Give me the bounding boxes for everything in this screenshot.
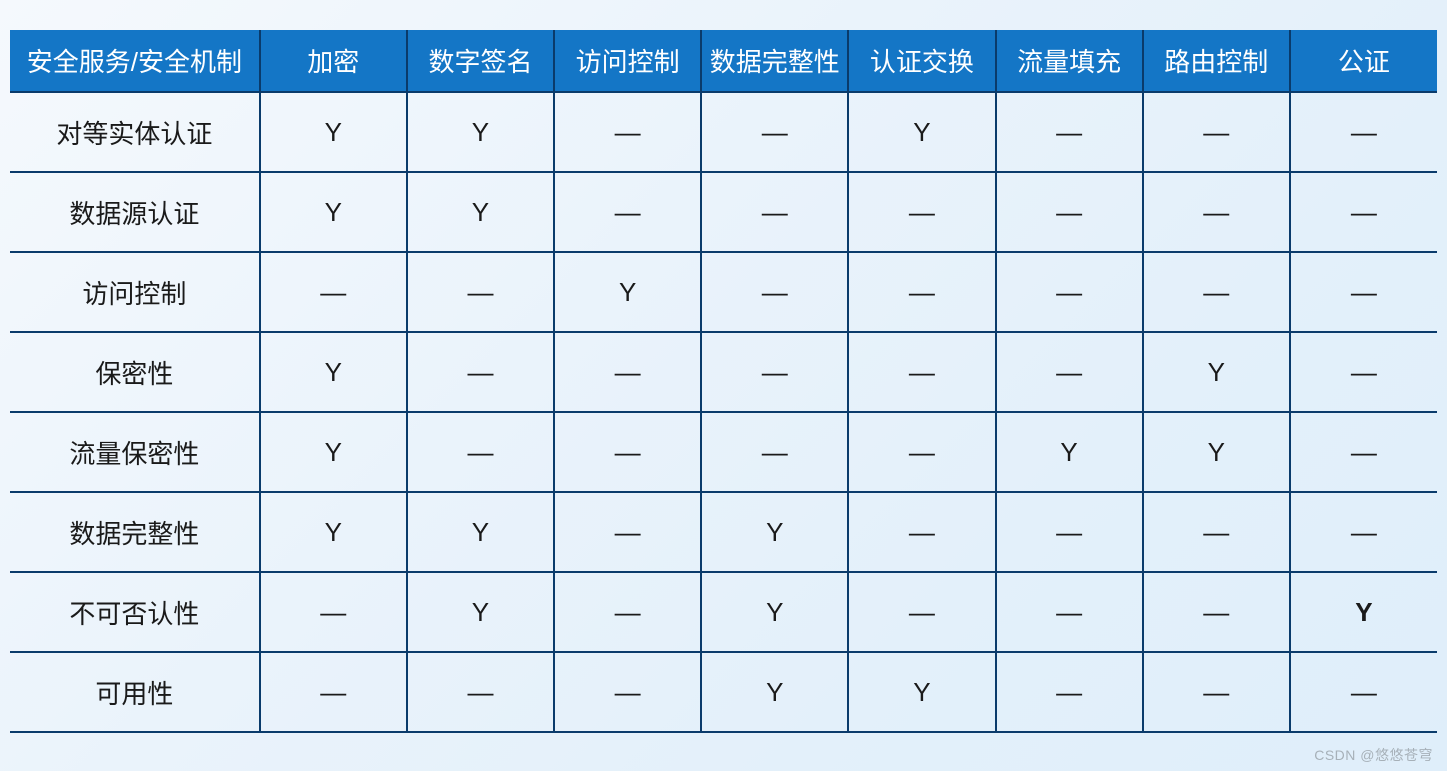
row-label: 数据完整性 [10,492,260,572]
table-row: 数据完整性YY—Y———— [10,492,1437,572]
cell: Y [260,412,407,492]
cell: — [701,412,848,492]
cell: — [848,172,995,252]
cell: — [1143,652,1290,732]
cell: Y [407,572,554,652]
cell: — [848,332,995,412]
cell: — [554,172,701,252]
cell: — [1290,652,1437,732]
cell: — [554,412,701,492]
table-row: 保密性Y—————Y— [10,332,1437,412]
cell: — [848,572,995,652]
cell: — [848,492,995,572]
table-row: 流量保密性Y————YY— [10,412,1437,492]
col-header-access-control: 访问控制 [554,30,701,92]
cell: — [1290,492,1437,572]
cell: — [996,92,1143,172]
col-header-digital-signature: 数字签名 [407,30,554,92]
cell: — [1143,92,1290,172]
cell: Y [407,92,554,172]
cell: — [1290,252,1437,332]
cell: Y [407,492,554,572]
cell: — [1143,172,1290,252]
cell: Y [701,572,848,652]
cell: — [996,492,1143,572]
cell: — [1290,172,1437,252]
cell: — [1290,332,1437,412]
cell: — [554,492,701,572]
col-header-traffic-padding: 流量填充 [996,30,1143,92]
cell: Y [260,92,407,172]
cell: — [407,332,554,412]
cell: Y [996,412,1143,492]
cell: — [996,332,1143,412]
cell: — [701,92,848,172]
cell: Y [260,332,407,412]
cell: — [1143,572,1290,652]
cell: Y [848,92,995,172]
row-label: 数据源认证 [10,172,260,252]
cell: Y [407,172,554,252]
row-label: 不可否认性 [10,572,260,652]
cell: Y [1143,412,1290,492]
cell: — [701,332,848,412]
cell: — [554,332,701,412]
row-label: 保密性 [10,332,260,412]
cell: Y [1143,332,1290,412]
cell: — [407,252,554,332]
cell: — [260,252,407,332]
cell: — [1143,492,1290,572]
col-header-service-mechanism: 安全服务/安全机制 [10,30,260,92]
row-label: 对等实体认证 [10,92,260,172]
cell: — [1143,252,1290,332]
cell: — [260,572,407,652]
cell: Y [1290,572,1437,652]
table-header-row: 安全服务/安全机制 加密 数字签名 访问控制 数据完整性 认证交换 流量填充 路… [10,30,1437,92]
cell: — [996,652,1143,732]
col-header-auth-exchange: 认证交换 [848,30,995,92]
cell: Y [260,492,407,572]
cell: — [554,92,701,172]
cell: — [407,412,554,492]
table-row: 不可否认性—Y—Y———Y [10,572,1437,652]
cell: — [996,252,1143,332]
cell: — [701,252,848,332]
row-label: 可用性 [10,652,260,732]
cell: Y [260,172,407,252]
row-label: 访问控制 [10,252,260,332]
cell: Y [554,252,701,332]
cell: — [848,252,995,332]
cell: — [701,172,848,252]
table-header: 安全服务/安全机制 加密 数字签名 访问控制 数据完整性 认证交换 流量填充 路… [10,30,1437,92]
cell: — [1290,412,1437,492]
cell: Y [701,492,848,572]
cell: — [996,572,1143,652]
table-body: 对等实体认证YY——Y———数据源认证YY——————访问控制——Y—————保… [10,92,1437,732]
cell: — [996,172,1143,252]
cell: — [554,572,701,652]
cell: — [407,652,554,732]
cell: — [1290,92,1437,172]
table-row: 数据源认证YY—————— [10,172,1437,252]
col-header-data-integrity: 数据完整性 [701,30,848,92]
security-matrix-table-container: 安全服务/安全机制 加密 数字签名 访问控制 数据完整性 认证交换 流量填充 路… [10,30,1437,733]
cell: — [260,652,407,732]
cell: — [848,412,995,492]
table-row: 可用性———YY——— [10,652,1437,732]
cell: Y [848,652,995,732]
watermark-text: CSDN @悠悠苍穹 [1314,745,1433,765]
col-header-notarization: 公证 [1290,30,1437,92]
cell: — [554,652,701,732]
table-row: 对等实体认证YY——Y——— [10,92,1437,172]
col-header-encryption: 加密 [260,30,407,92]
cell: Y [701,652,848,732]
table-row: 访问控制——Y————— [10,252,1437,332]
row-label: 流量保密性 [10,412,260,492]
security-matrix-table: 安全服务/安全机制 加密 数字签名 访问控制 数据完整性 认证交换 流量填充 路… [10,30,1437,733]
col-header-routing-control: 路由控制 [1143,30,1290,92]
